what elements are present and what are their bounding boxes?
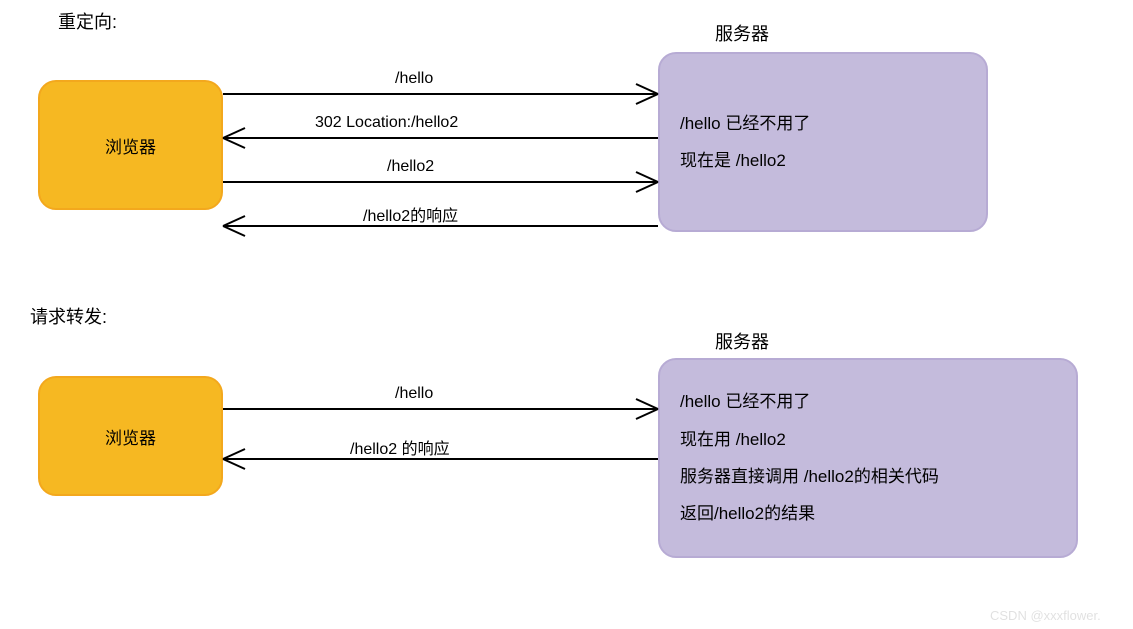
server-line: /hello 已经不用了 (680, 383, 810, 420)
section2-title: 请求转发: (30, 303, 107, 329)
server-line: 现在用 /hello2 (680, 421, 786, 458)
arrow-label-s1-2: /hello2 (387, 158, 434, 176)
browser-label-1: 浏览器 (105, 133, 156, 158)
browser-box-1: 浏览器 (38, 80, 223, 210)
server-line: /hello 已经不用了 (680, 105, 810, 142)
watermark: CSDN @xxxflower. (990, 608, 1101, 623)
server-title-2: 服务器 (715, 328, 769, 354)
section1-title: 重定向: (58, 8, 117, 34)
browser-box-2: 浏览器 (38, 376, 223, 496)
diagram-canvas: 重定向: 浏览器 服务器 /hello 已经不用了现在是 /hello2 请求转… (0, 0, 1133, 629)
server-box-1: /hello 已经不用了现在是 /hello2 (658, 52, 988, 232)
server-title-1: 服务器 (715, 20, 769, 46)
server-line: 服务器直接调用 /hello2的相关代码 (680, 458, 939, 495)
server-line: 返回/hello2的结果 (680, 495, 815, 532)
browser-label-2: 浏览器 (105, 424, 156, 449)
arrow-label-s1-0: /hello (395, 70, 433, 88)
arrow-label-s1-3: /hello2的响应 (363, 202, 458, 226)
arrow-label-s1-1: 302 Location:/hello2 (315, 114, 458, 132)
arrow-label-s2-1: /hello2 的响应 (350, 435, 450, 459)
server-box-2: /hello 已经不用了现在用 /hello2服务器直接调用 /hello2的相… (658, 358, 1078, 558)
server-line: 现在是 /hello2 (680, 142, 786, 179)
arrow-label-s2-0: /hello (395, 385, 433, 403)
